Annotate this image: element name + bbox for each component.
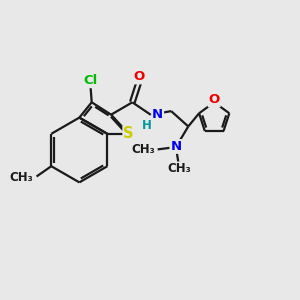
Text: O: O xyxy=(134,70,145,83)
Text: N: N xyxy=(170,140,182,153)
Text: CH₃: CH₃ xyxy=(10,172,34,184)
Text: N: N xyxy=(152,108,163,121)
Text: CH₃: CH₃ xyxy=(131,143,155,156)
Text: O: O xyxy=(208,93,220,106)
Text: S: S xyxy=(123,126,134,141)
Text: CH₃: CH₃ xyxy=(167,162,191,175)
Text: Cl: Cl xyxy=(83,74,98,87)
Text: H: H xyxy=(142,119,152,132)
